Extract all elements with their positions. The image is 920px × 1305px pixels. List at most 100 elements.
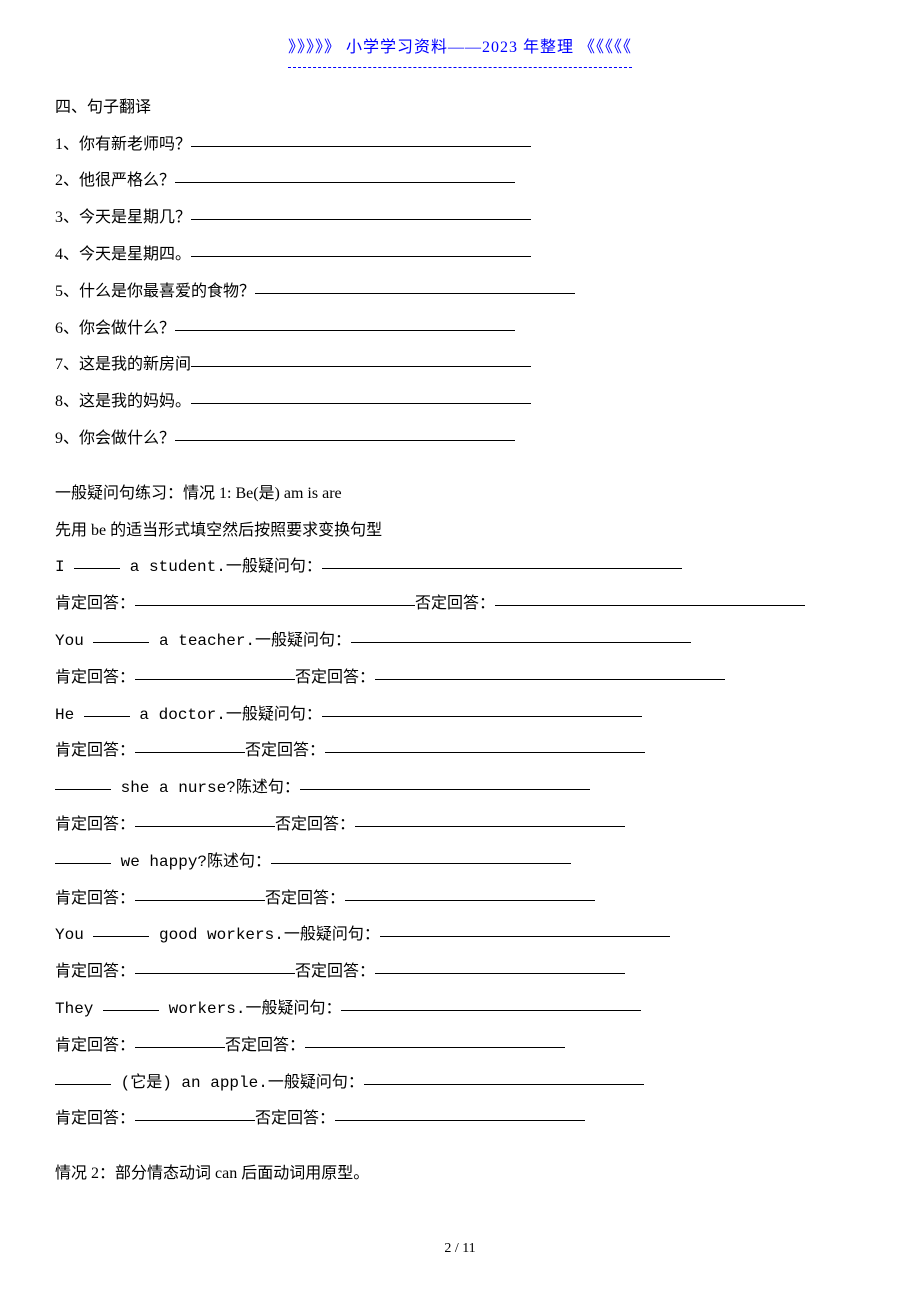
blank-yes[interactable]	[135, 589, 415, 606]
blank-no[interactable]	[305, 1031, 565, 1048]
no-label: 否定回答：	[245, 742, 325, 759]
blank-q[interactable]	[364, 1068, 644, 1085]
yes-label: 肯定回答：	[55, 669, 135, 686]
blank-no[interactable]	[375, 663, 725, 680]
translate-text: 3、今天是星期几？	[55, 209, 191, 226]
blank-yes[interactable]	[135, 957, 295, 974]
blank-no[interactable]	[325, 736, 645, 753]
sentence-row: we happy?陈述句：	[55, 844, 865, 881]
sentence-pre: They	[55, 1000, 103, 1018]
blank-be[interactable]	[84, 700, 130, 717]
translate-text: 5、什么是你最喜爱的食物？	[55, 283, 255, 300]
no-label: 否定回答：	[265, 890, 345, 907]
blank-yes[interactable]	[135, 663, 295, 680]
blank-q[interactable]	[351, 626, 691, 643]
answer-row: 肯定回答： 否定回答：	[55, 586, 865, 623]
sentence-post: a teacher.	[149, 632, 255, 650]
sentence-post: she a nurse?	[111, 779, 236, 797]
sentence-post: workers.	[159, 1000, 245, 1018]
translate-text: 7、这是我的新房间	[55, 356, 191, 373]
translate-text: 4、今天是星期四。	[55, 246, 191, 263]
s-label: 陈述句：	[207, 853, 271, 870]
q-label: 一般疑问句：	[284, 926, 380, 943]
blank-line[interactable]	[191, 350, 531, 367]
case2-title: 情况 2：部分情态动词 can 后面动词用原型。	[55, 1156, 865, 1193]
blank-line[interactable]	[191, 387, 531, 404]
q-label: 一般疑问句：	[268, 1074, 364, 1091]
yes-label: 肯定回答：	[55, 816, 135, 833]
blank-line[interactable]	[175, 166, 515, 183]
blank-q[interactable]	[380, 920, 670, 937]
blank-be[interactable]	[55, 773, 111, 790]
no-label: 否定回答：	[255, 1110, 335, 1127]
blank-q[interactable]	[341, 994, 641, 1011]
blank-yes[interactable]	[135, 1104, 255, 1121]
blank-no[interactable]	[355, 810, 625, 827]
blank-yes[interactable]	[135, 1031, 225, 1048]
answer-row: 肯定回答： 否定回答：	[55, 881, 865, 918]
translate-item-4: 4、今天是星期四。	[55, 237, 865, 274]
blank-no[interactable]	[335, 1104, 585, 1121]
translate-item-6: 6、你会做什么？	[55, 311, 865, 348]
blank-s[interactable]	[300, 773, 590, 790]
blank-yes[interactable]	[135, 810, 275, 827]
blank-line[interactable]	[191, 203, 531, 220]
answer-row: 肯定回答： 否定回答：	[55, 1101, 865, 1138]
sentence-row: I a student.一般疑问句：	[55, 549, 865, 586]
blank-line[interactable]	[191, 130, 531, 147]
translate-text: 2、他很严格么？	[55, 172, 175, 189]
blank-line[interactable]	[255, 277, 575, 294]
blank-be[interactable]	[93, 920, 149, 937]
header-wrap: 》》》》》 小学学习资料——2023 年整理 《《《《《	[55, 30, 865, 78]
sentence-post: we happy?	[111, 853, 207, 871]
s-label: 陈述句：	[236, 779, 300, 796]
blank-yes[interactable]	[135, 736, 245, 753]
blank-be[interactable]	[55, 847, 111, 864]
no-label: 否定回答：	[275, 816, 355, 833]
blank-yes[interactable]	[135, 884, 265, 901]
sentence-pre: I	[55, 558, 74, 576]
blank-be[interactable]	[55, 1068, 111, 1085]
sentence-pre: You	[55, 632, 93, 650]
q-label: 一般疑问句：	[226, 558, 322, 575]
blank-be[interactable]	[103, 994, 159, 1011]
yes-label: 肯定回答：	[55, 742, 135, 759]
sentence-row: They workers.一般疑问句：	[55, 991, 865, 1028]
sentence-row: she a nurse?陈述句：	[55, 770, 865, 807]
translate-item-9: 9、你会做什么？	[55, 421, 865, 458]
yes-label: 肯定回答：	[55, 1037, 135, 1054]
answer-row: 肯定回答： 否定回答：	[55, 660, 865, 697]
sentence-row: (它是) an apple.一般疑问句：	[55, 1065, 865, 1102]
translate-item-2: 2、他很严格么？	[55, 163, 865, 200]
sentence-post: good workers.	[149, 926, 283, 944]
blank-be[interactable]	[74, 552, 120, 569]
blank-line[interactable]	[175, 424, 515, 441]
practice-title-1: 一般疑问句练习：情况 1: Be(是) am is are	[55, 476, 865, 513]
sentence-post: (它是) an apple.	[111, 1074, 268, 1092]
yes-label: 肯定回答：	[55, 890, 135, 907]
page-footer: 2 / 11	[55, 1233, 865, 1265]
translate-item-1: 1、你有新老师吗？	[55, 127, 865, 164]
q-label: 一般疑问句：	[255, 632, 351, 649]
blank-be[interactable]	[93, 626, 149, 643]
blank-no[interactable]	[495, 589, 805, 606]
no-label: 否定回答：	[295, 669, 375, 686]
translate-item-8: 8、这是我的妈妈。	[55, 384, 865, 421]
practice-title-2: 先用 be 的适当形式填空然后按照要求变换句型	[55, 513, 865, 550]
answer-row: 肯定回答： 否定回答：	[55, 807, 865, 844]
blank-q[interactable]	[322, 700, 642, 717]
blank-s[interactable]	[271, 847, 571, 864]
blank-no[interactable]	[375, 957, 625, 974]
yes-label: 肯定回答：	[55, 595, 135, 612]
blank-line[interactable]	[175, 314, 515, 331]
q-label: 一般疑问句：	[245, 1000, 341, 1017]
blank-line[interactable]	[191, 240, 531, 257]
translate-text: 8、这是我的妈妈。	[55, 393, 191, 410]
section4-title: 四、句子翻译	[55, 90, 865, 127]
translate-item-3: 3、今天是星期几？	[55, 200, 865, 237]
translate-text: 9、你会做什么？	[55, 430, 175, 447]
blank-q[interactable]	[322, 552, 682, 569]
no-label: 否定回答：	[415, 595, 495, 612]
yes-label: 肯定回答：	[55, 1110, 135, 1127]
blank-no[interactable]	[345, 884, 595, 901]
